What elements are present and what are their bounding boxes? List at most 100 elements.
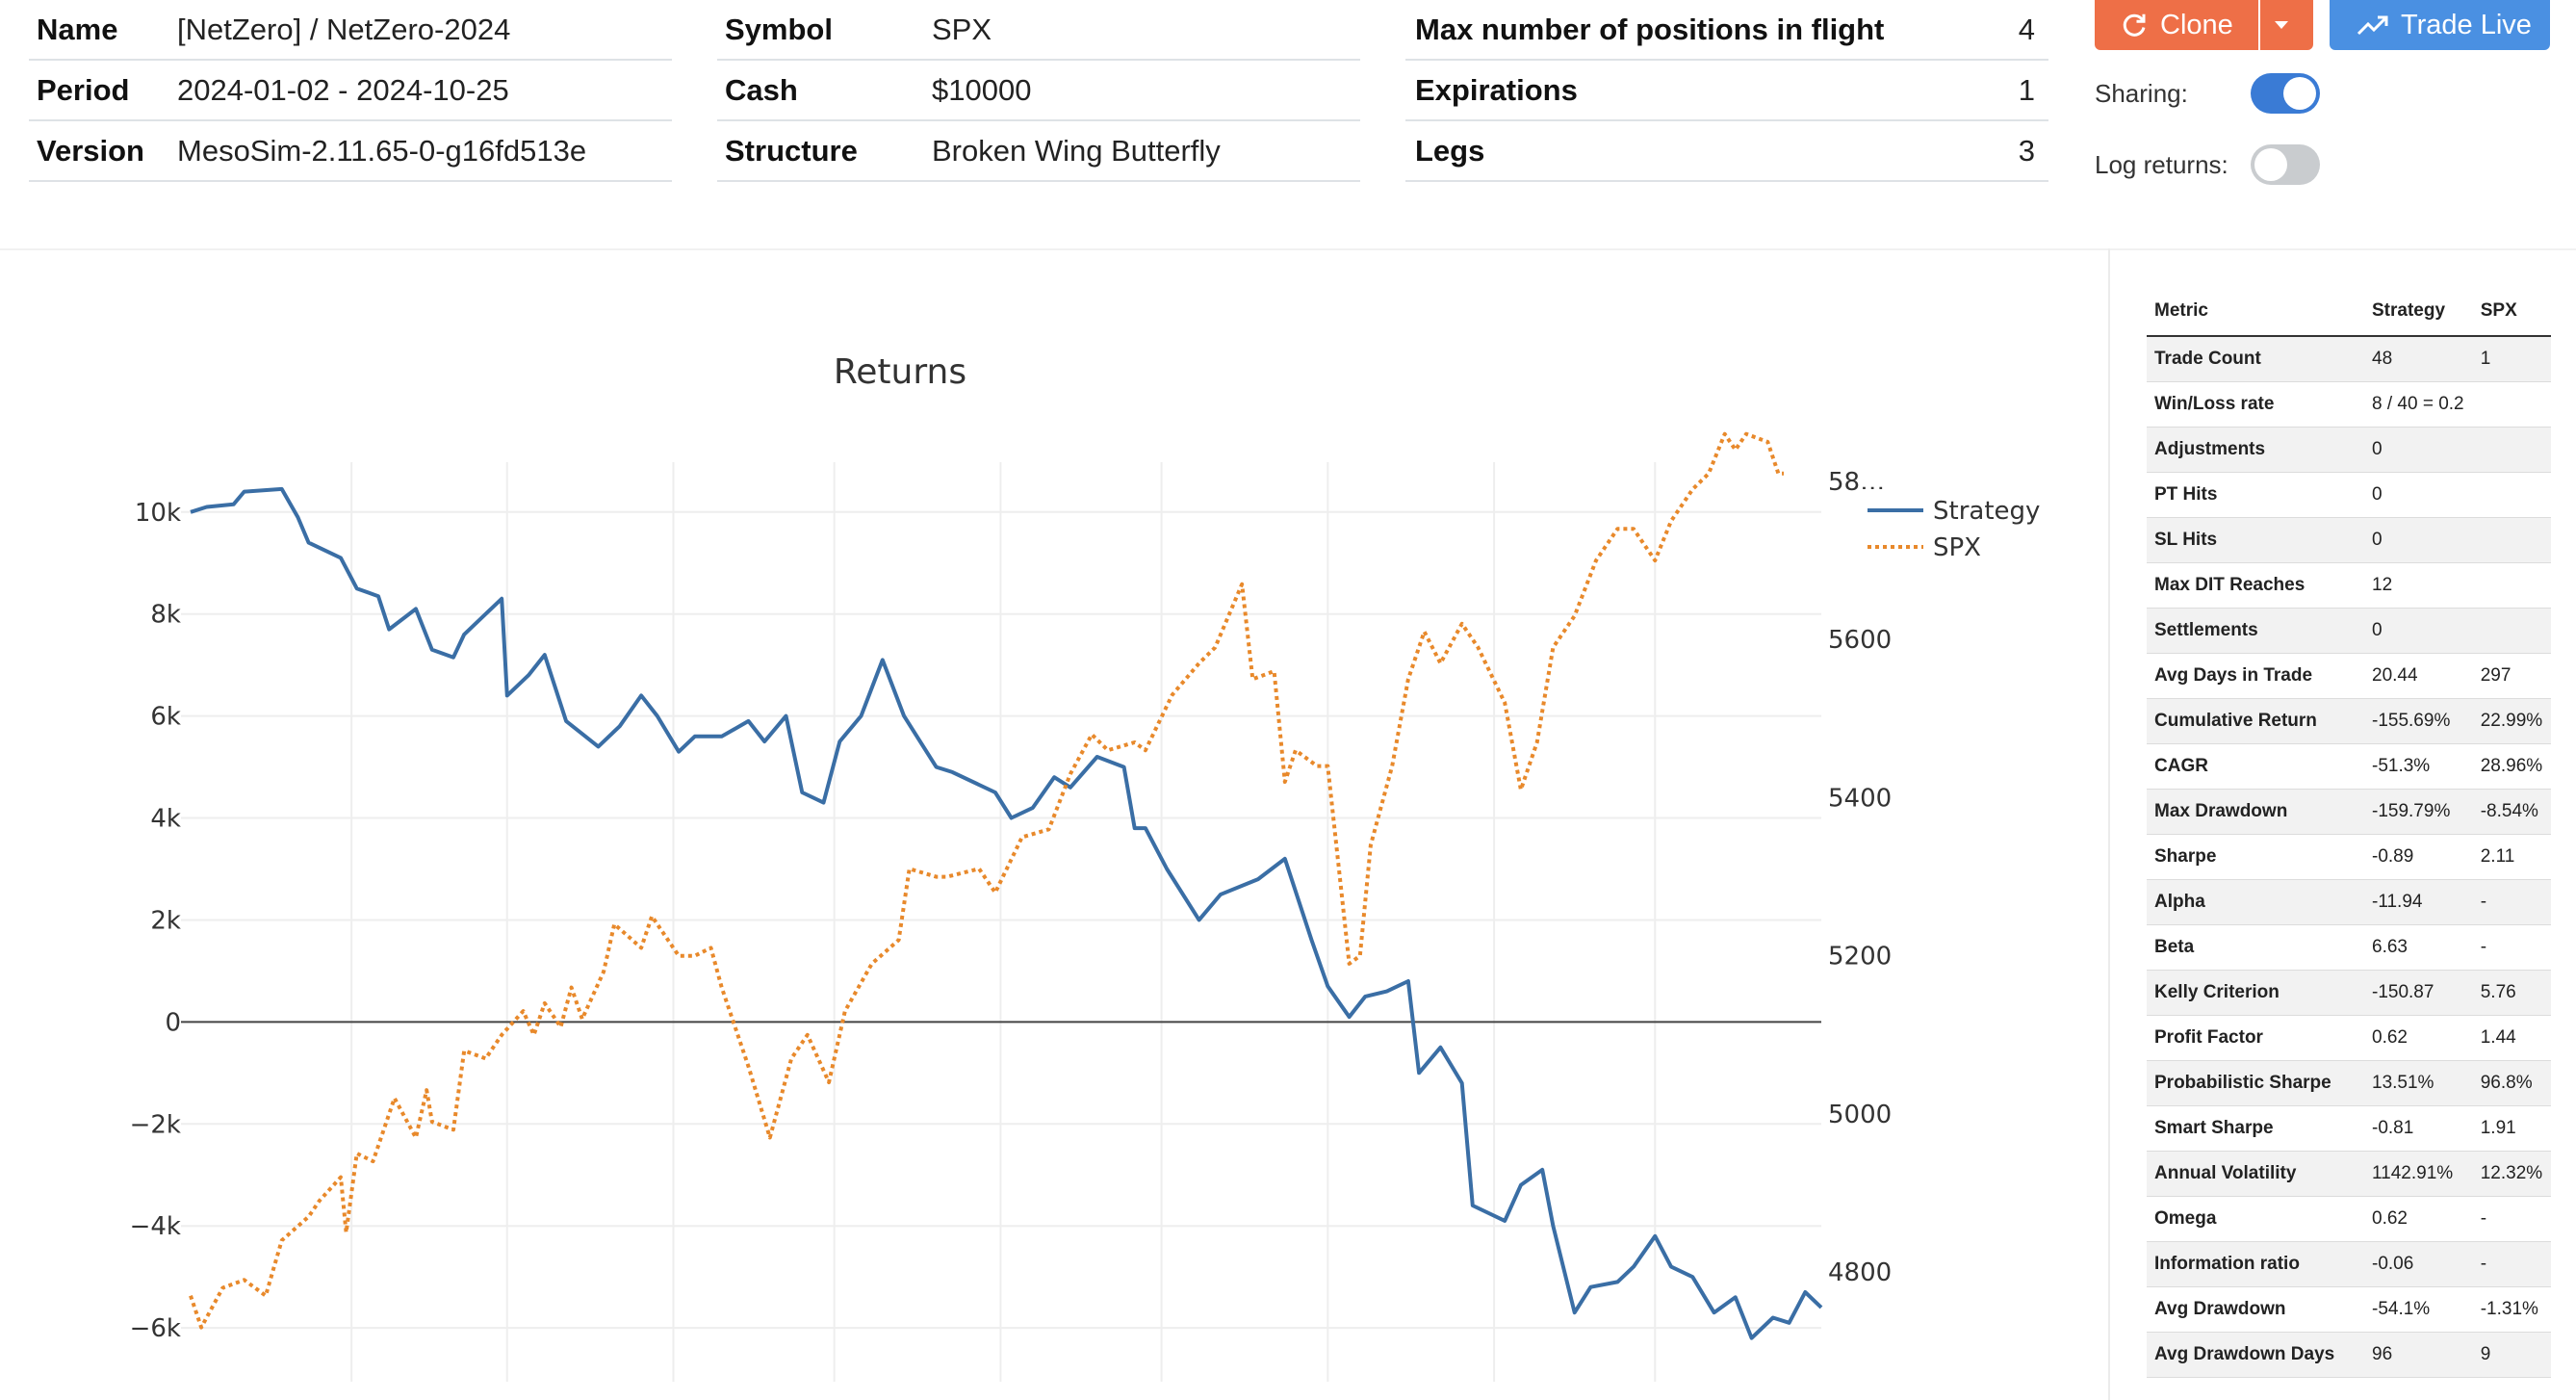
metric-strategy-value: -150.87 [2364,970,2473,1016]
metric-spx-value: 5.76 [2472,970,2551,1016]
caret-down-icon [2274,21,2288,29]
info-row-max-positions: Max number of positions in flight 4 [1405,0,2048,61]
info-row-version: Version MesoSim-2.11.65-0-g16fd513e [29,121,672,182]
run-info-table: Name [NetZero] / NetZero-2024 Period 2024-… [29,0,672,182]
metrics-row: Kelly Criterion -150.87 5.76 [2147,970,2551,1016]
metrics-row: PT Hits 0 [2147,472,2551,518]
metrics-row: Avg Drawdown Days 96 9 [2147,1332,2551,1378]
info-label: Name [37,12,118,46]
info-value: [NetZero] / NetZero-2024 [177,12,511,46]
metric-spx-value [2472,562,2551,609]
toggle-knob [2283,77,2316,110]
info-row-structure: Structure Broken Wing Butterfly [717,121,1360,182]
metrics-row: Max Drawdown -159.79% -8.54% [2147,789,2551,835]
info-label: Version [37,133,144,168]
metric-spx-value: - [2472,924,2551,971]
info-row-symbol: Symbol SPX [717,0,1360,61]
metrics-row: Cumulative Return -155.69% 22.99% [2147,698,2551,744]
metric-strategy-value: 0 [2364,517,2473,563]
metric-name: SL Hits [2147,517,2364,563]
y2-tick-label: 5400 [1828,784,1892,813]
metric-strategy-value: 0 [2364,472,2473,518]
metric-spx-value: -1.31% [2472,1286,2551,1333]
y2-tick-label: 5600 [1828,626,1892,655]
metric-name: Max DIT Reaches [2147,562,2364,609]
metric-name: Cumulative Return [2147,698,2364,744]
metric-strategy-value: -51.3% [2364,743,2473,790]
metric-strategy-value: 8 / 40 = 0.2 [2364,381,2473,428]
sharing-label: Sharing: [2095,79,2188,108]
metric-strategy-value: 6.63 [2364,924,2473,971]
info-row-cash: Cash $10000 [717,61,1360,121]
clone-button[interactable]: Clone [2095,0,2258,50]
metric-spx-value [2472,381,2551,428]
metric-name: Beta [2147,924,2364,971]
metric-name: Win/Loss rate [2147,381,2364,428]
info-value: SPX [932,12,992,46]
info-row-legs: Legs 3 [1405,121,2048,182]
y-tick-label: −6k [130,1314,181,1343]
info-label: Period [37,72,130,107]
metric-name: Sharpe [2147,834,2364,880]
metric-name: Probabilistic Sharpe [2147,1060,2364,1106]
clone-dropdown-button[interactable] [2260,0,2313,50]
metrics-row: Information ratio -0.06- [2147,1241,2551,1287]
metric-spx-value: -8.54% [2472,789,2551,835]
clone-label: Clone [2160,9,2233,40]
metrics-row: Probabilistic Sharpe 13.51% 96.8% [2147,1060,2551,1106]
metric-strategy-value: 1142.91% [2364,1151,2473,1197]
metric-strategy-value: 0 [2364,427,2473,473]
info-row-expirations: Expirations 1 [1405,61,2048,121]
metric-strategy-value: 48 [2364,336,2473,382]
metric-strategy-value: -155.69% [2364,698,2473,744]
metric-spx-value: 1 [2472,336,2551,382]
info-value: Broken Wing Butterfly [932,133,1221,168]
metric-spx-value: - [2472,879,2551,925]
log-returns-toggle[interactable] [2251,144,2320,185]
info-label: Symbol [725,12,833,46]
metric-spx-value: 22.99% [2472,698,2551,744]
sharing-toggle[interactable] [2251,73,2320,114]
info-value: $10000 [932,72,1032,107]
log-returns-label: Log returns: [2095,150,2228,179]
metrics-row: Annual Volatility 1142.91% 12.32% [2147,1151,2551,1197]
metrics-row: Sharpe -0.89 2.11 [2147,834,2551,880]
y-tick-label: 6k [150,703,181,732]
metrics-row: Trade Count 48 1 [2147,336,2551,382]
metric-strategy-value: -0.89 [2364,834,2473,880]
metric-strategy-value: 20.44 [2364,653,2473,699]
legend-label: Strategy [1933,497,2040,526]
metric-spx-value: 2.11 [2472,834,2551,880]
metrics-header-row: Metric Strategy SPX [2147,287,2551,337]
metrics-row: Smart Sharpe -0.81 1.91 [2147,1105,2551,1152]
metrics-row: SL Hits 0 [2147,517,2551,563]
metric-spx-value: 28.96% [2472,743,2551,790]
trend-up-icon [2357,15,2388,36]
panel-divider [2108,248,2110,1400]
returns-chart: ReturnsFeb 2024Mar 2024Apr 2024May 2024J… [130,352,2041,1382]
trade-live-button[interactable]: Trade Live [2330,0,2550,50]
metrics-row: Avg Drawdown -54.1% -1.31% [2147,1286,2551,1333]
metric-spx-value [2472,517,2551,563]
y2-tick-label: 5200 [1828,943,1892,972]
info-row-name: Name [NetZero] / NetZero-2024 [29,0,672,61]
metric-spx-value [2472,472,2551,518]
metrics-row: Adjustments 0 [2147,427,2551,473]
metrics-column-header: Metric [2147,287,2364,337]
metric-name: Annual Volatility [2147,1151,2364,1197]
metric-spx-value: 297 [2472,653,2551,699]
metric-strategy-value: -159.79% [2364,789,2473,835]
metrics-row: Beta 6.63- [2147,924,2551,971]
metric-name: Trade Count [2147,336,2364,382]
info-row-period: Period 2024-01-02 - 2024-10-25 [29,61,672,121]
metric-name: Information ratio [2147,1241,2364,1287]
metrics-row: Avg Days in Trade 20.44 297 [2147,653,2551,699]
metric-name: Omega [2147,1196,2364,1242]
metric-name: Profit Factor [2147,1015,2364,1061]
metrics-table: Metric Strategy SPX Trade Count 48 1 Win/Loss… [2147,287,2551,1378]
metric-strategy-value: 0.62 [2364,1015,2473,1061]
y-tick-label: −2k [130,1110,181,1139]
y-tick-label: 8k [150,601,181,630]
metric-spx-value [2472,427,2551,473]
metrics-row: Win/Loss rate 8 / 40 = 0.2 [2147,381,2551,428]
